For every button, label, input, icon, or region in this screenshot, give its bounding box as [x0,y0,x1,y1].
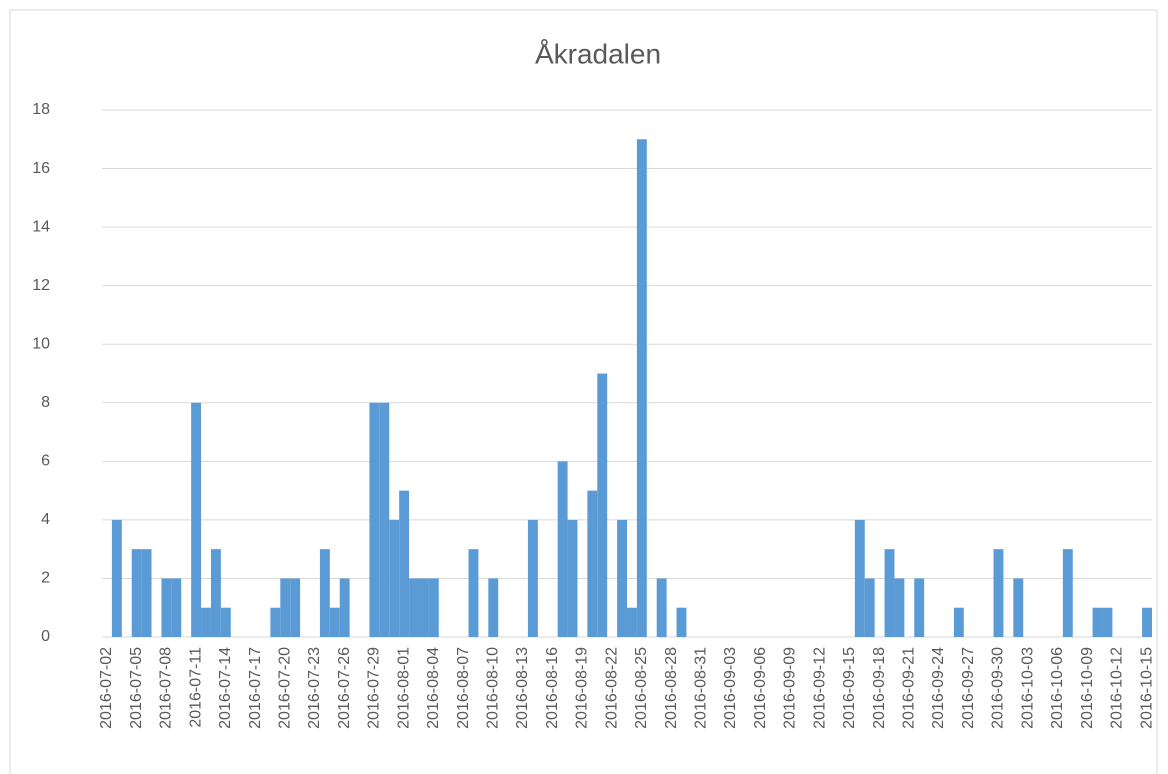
y-tick-label: 2 [41,570,50,587]
y-tick-label: 12 [32,277,50,294]
x-tick-label: 2016-08-25 [633,647,650,729]
bar [1092,607,1103,637]
x-tick-label: 2016-09-27 [960,647,977,729]
x-tick-label: 2016-09-15 [841,647,858,729]
bar [864,578,875,637]
bar [339,578,350,637]
x-tick-label: 2016-08-22 [603,647,620,729]
x-tick-label: 2016-07-20 [276,647,293,729]
x-tick-label: 2016-10-12 [1109,647,1126,729]
x-tick-label: 2016-09-03 [722,647,739,729]
bar [131,549,142,637]
bar [141,549,152,637]
bar [111,519,122,637]
x-tick-label: 2016-10-15 [1138,647,1155,729]
bar [409,578,419,637]
bar [884,549,895,637]
x-tick-label: 2016-09-24 [930,647,947,729]
y-tick-label: 6 [41,453,50,470]
x-tick-label: 2016-08-07 [455,647,472,729]
x-tick-label: 2016-07-08 [158,647,175,729]
x-tick-label: 2016-09-18 [871,647,888,729]
bar [418,578,429,637]
bar [379,402,390,637]
bar [587,490,598,637]
bar [468,549,479,637]
bar [617,519,627,637]
bar [854,519,865,637]
y-tick-label: 16 [32,160,50,177]
x-tick-label: 2016-08-19 [574,647,591,729]
bar [1102,607,1113,637]
x-tick-label: 2016-07-17 [247,647,264,729]
x-tick-label: 2016-08-13 [514,647,531,729]
bar [597,373,608,637]
bar [636,139,647,637]
x-tick-label: 2016-07-02 [98,647,115,729]
x-tick-label: 2016-07-14 [217,647,234,729]
y-tick-label: 8 [41,394,50,411]
x-tick-label: 2016-09-06 [752,647,769,729]
bar [894,578,905,637]
bar [656,578,667,637]
bar [191,402,202,637]
x-tick-label: 2016-07-11 [187,647,204,728]
bar [319,549,330,637]
x-tick-label: 2016-10-06 [1049,647,1066,729]
x-tick-label: 2016-08-16 [544,647,561,729]
y-tick-label: 14 [32,218,50,235]
bar [171,578,182,637]
x-tick-label: 2016-07-29 [366,647,383,729]
x-tick-label: 2016-07-23 [306,647,323,729]
bar [993,549,1004,637]
bar [389,519,400,637]
x-tick-label: 2016-08-04 [425,647,442,729]
bar [201,607,211,637]
bar [329,607,340,637]
x-tick-label: 2016-09-12 [811,647,828,729]
bar [270,607,281,637]
bar [161,578,172,637]
x-tick-label: 2016-07-26 [336,647,353,729]
bar [676,607,687,637]
bar [220,607,231,637]
bar [290,578,301,637]
x-tick-label: 2016-09-09 [782,647,799,729]
bar [280,578,291,637]
bar [369,402,380,637]
y-tick-label: 4 [41,511,50,528]
bar [1142,607,1152,637]
x-tick-label: 2016-08-31 [693,647,710,729]
x-tick-label: 2016-10-09 [1079,647,1096,729]
bar [399,490,410,637]
x-tick-label: 2016-08-10 [484,647,501,729]
bar [953,607,964,637]
bar [1062,549,1073,637]
chart-title: Åkradalen [535,38,661,69]
x-tick-label: 2016-08-01 [395,647,412,729]
x-tick-label: 2016-09-21 [901,647,918,729]
chart-frame [9,9,1158,774]
x-tick-label: 2016-10-03 [1019,647,1036,729]
bar [627,607,637,637]
bar [488,578,499,637]
bar [567,519,578,637]
x-tick-label: 2016-09-30 [990,647,1007,729]
x-tick-label: 2016-07-05 [128,647,145,729]
bar [557,461,568,637]
y-tick-label: 18 [32,101,50,118]
x-tick-label: 2016-08-28 [663,647,680,729]
bar [210,549,221,637]
bar [914,578,925,637]
bar [1013,578,1024,637]
y-tick-label: 10 [32,335,50,352]
y-tick-label: 0 [41,628,50,645]
bar [428,578,439,637]
bar [527,519,538,637]
